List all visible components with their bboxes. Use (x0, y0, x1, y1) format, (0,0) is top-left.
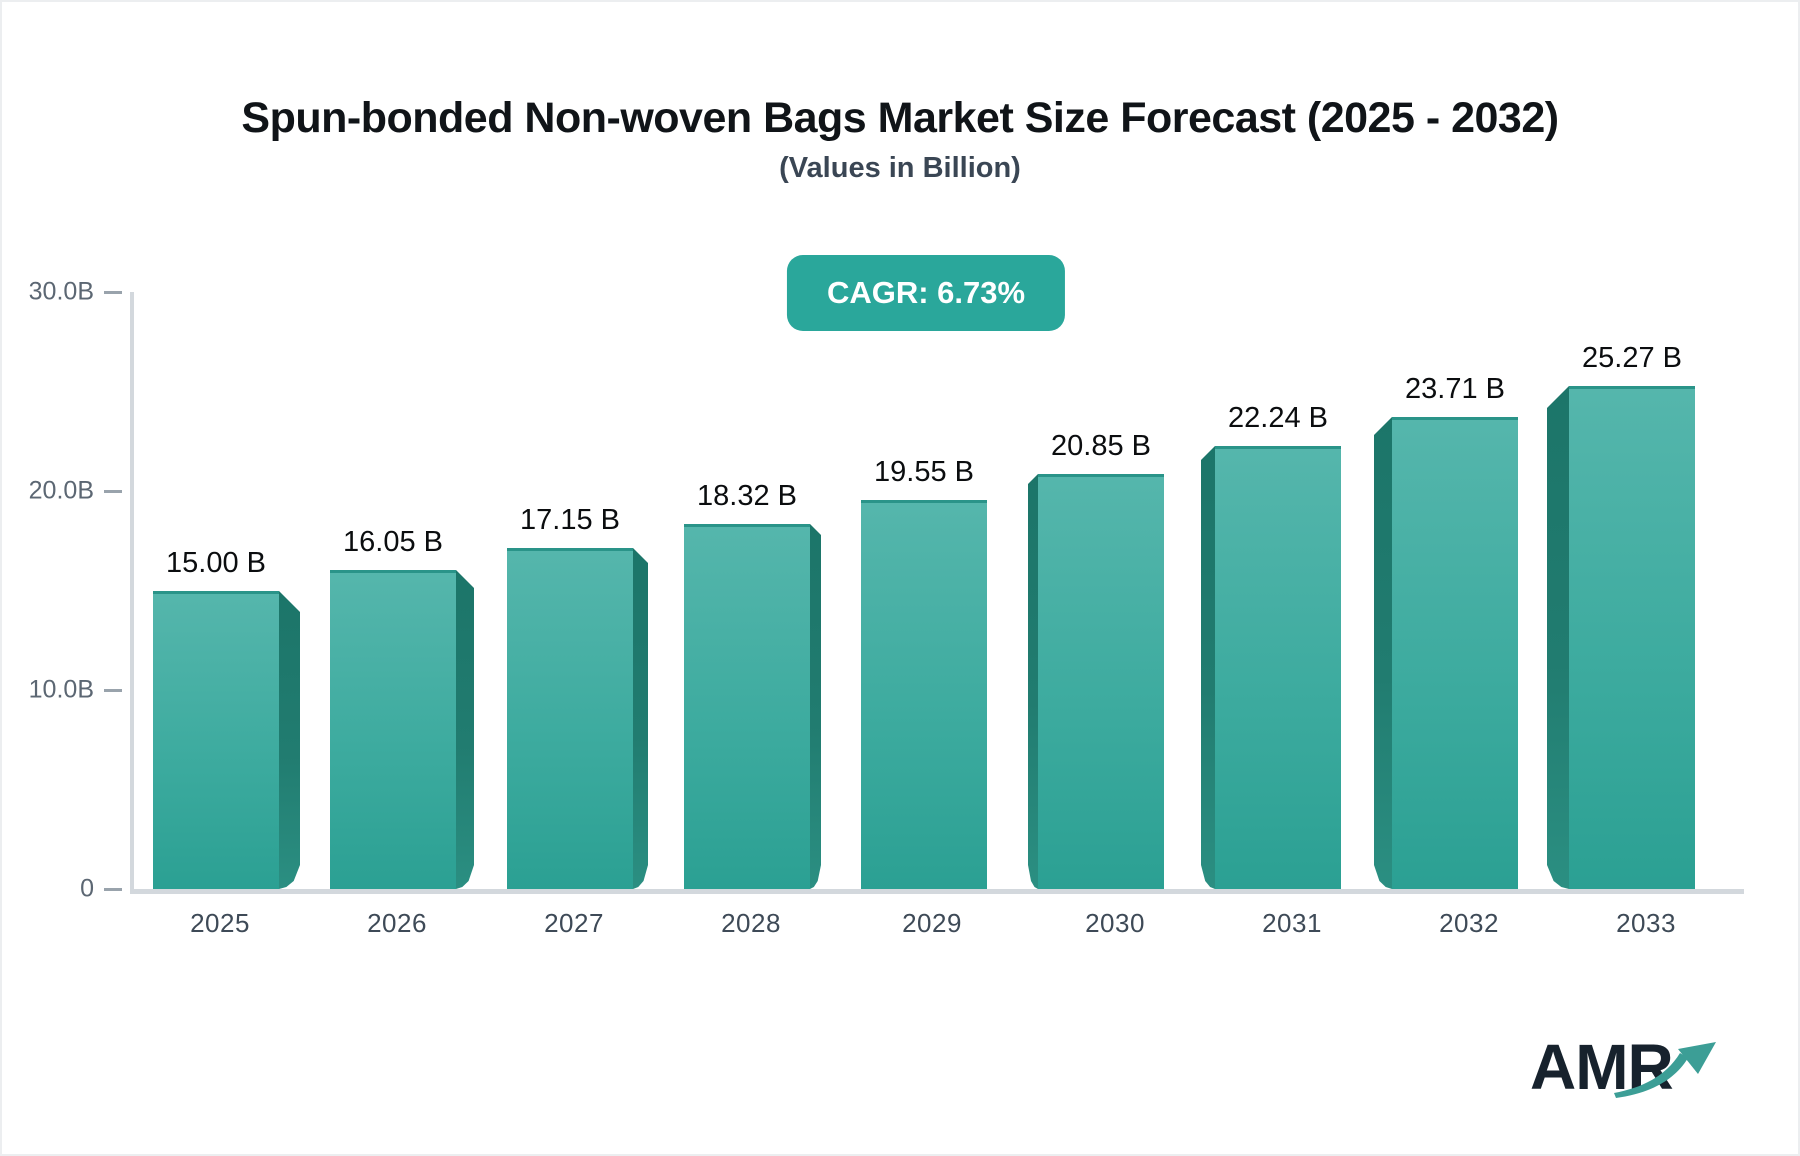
x-tick-label: 2026 (367, 908, 427, 938)
y-tick-dash (104, 490, 122, 493)
bar-face (861, 500, 987, 889)
growth-arrow-icon (1614, 1042, 1716, 1098)
y-tick-dash (104, 689, 122, 692)
y-tick-label: 10.0B (28, 675, 94, 704)
bar-side-face (1374, 417, 1392, 889)
x-tick-label: 2031 (1262, 908, 1322, 938)
x-tick-label: 2033 (1616, 908, 1676, 938)
chart-subtitle: (Values in Billion) (779, 152, 1021, 184)
y-tick-label: 0 (80, 874, 94, 903)
x-tick-label: 2029 (902, 908, 962, 938)
bar-value-label: 18.32 B (697, 480, 797, 512)
y-tick-dash (104, 291, 122, 294)
bar-value-label: 19.55 B (874, 456, 974, 488)
cagr-badge: CAGR: 6.73% (786, 255, 1066, 331)
y-tick-label: 30.0B (28, 277, 94, 306)
x-tick-label: 2027 (544, 908, 604, 938)
bar-value-label: 23.71 B (1405, 373, 1505, 405)
bar-side-face (1201, 446, 1215, 889)
bar-side-face (1028, 474, 1038, 889)
bar-face (1215, 446, 1341, 889)
brand-logo: AMR (1530, 1030, 1720, 1110)
chart-title: Spun-bonded Non-woven Bags Market Size F… (241, 94, 1559, 142)
y-axis-line (130, 292, 134, 892)
bar-side-face (633, 548, 648, 889)
bar-face (1392, 417, 1518, 889)
bar-value-label: 22.24 B (1228, 402, 1328, 434)
bar-side-face (456, 570, 474, 889)
x-tick-label: 2025 (190, 908, 250, 938)
x-tick-label: 2030 (1085, 908, 1145, 938)
y-tick-label: 20.0B (28, 476, 94, 505)
bar-face (153, 591, 279, 889)
bar-side-face (279, 591, 300, 889)
bar-face (1038, 474, 1164, 889)
x-tick-label: 2028 (721, 908, 781, 938)
x-tick-label: 2032 (1439, 908, 1499, 938)
bar-face (1569, 386, 1695, 889)
bar-face (507, 548, 633, 889)
bar-face (684, 524, 810, 889)
bar-value-label: 17.15 B (520, 504, 620, 536)
bar-value-label: 20.85 B (1051, 430, 1151, 462)
bar-face (330, 570, 456, 889)
bar-side-face (1547, 386, 1569, 889)
brand-logo-text: AMR (1530, 1031, 1674, 1103)
y-tick-dash (104, 888, 122, 891)
x-axis-line (130, 889, 1744, 894)
bar-value-label: 16.05 B (343, 526, 443, 558)
bar-side-face (810, 524, 821, 889)
bar-value-label: 25.27 B (1582, 342, 1682, 374)
bar-value-label: 15.00 B (166, 547, 266, 579)
